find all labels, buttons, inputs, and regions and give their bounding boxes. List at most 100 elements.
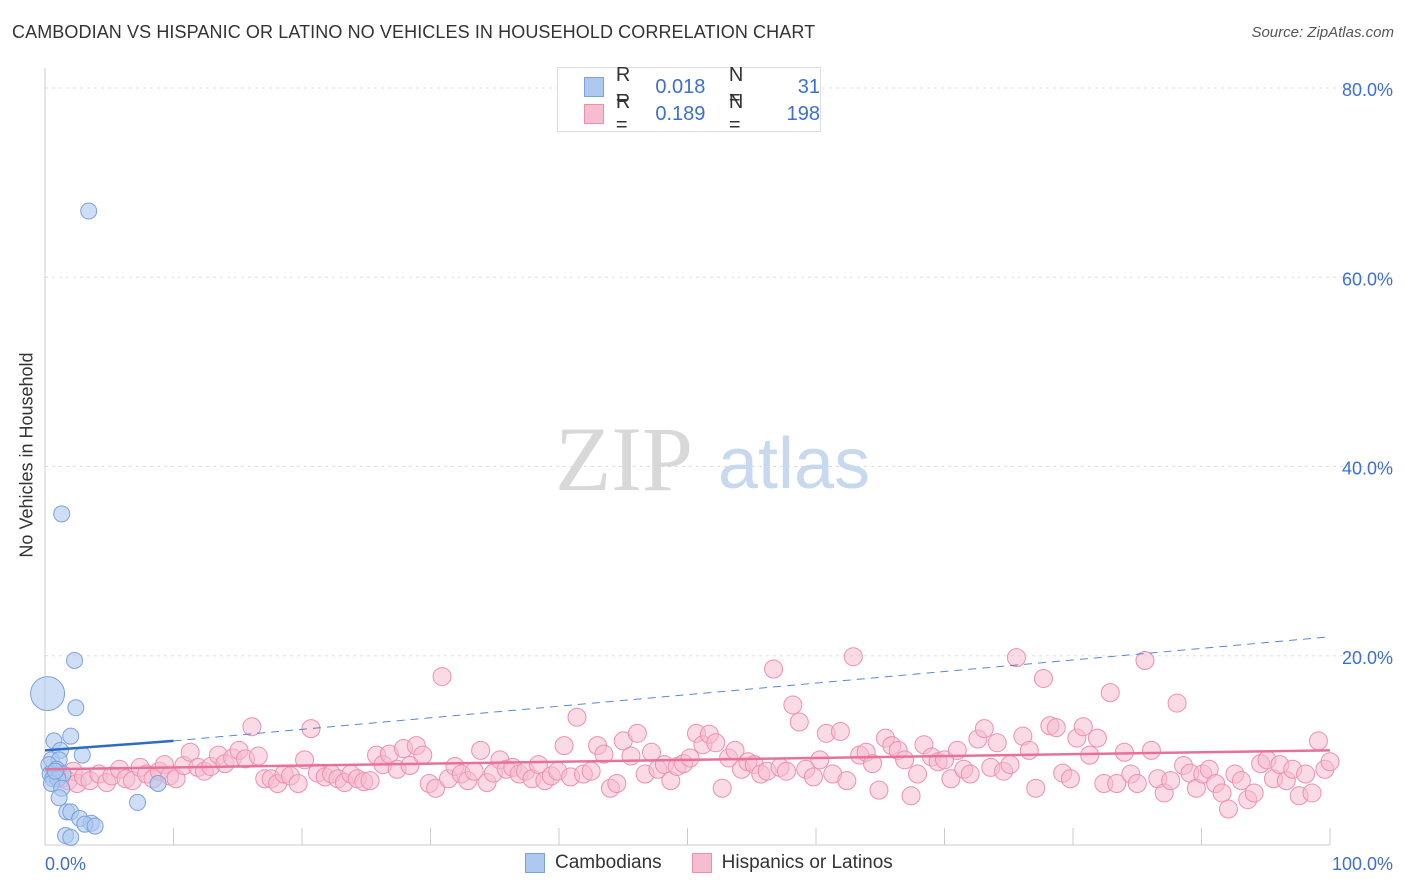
hispanic-point <box>776 761 796 781</box>
legend-n-label: N = <box>728 64 744 109</box>
hispanic-point <box>607 773 627 793</box>
hispanic-point <box>1244 783 1264 803</box>
hispanic-point <box>783 695 803 715</box>
hispanic-point <box>360 771 380 791</box>
stats-legend: R = 0.018 N = 31 R = 0.189 N = 198 <box>557 64 821 136</box>
hispanic-point <box>1073 717 1093 737</box>
cambodian-point <box>46 762 64 780</box>
hispanic-point <box>1019 740 1039 760</box>
hispanic-point <box>1000 755 1020 775</box>
hispanic-point <box>869 780 889 800</box>
legend-item-cambodians[interactable]: Cambodians <box>525 852 662 874</box>
hispanic-point <box>1141 740 1161 760</box>
cambodian-point <box>50 789 68 807</box>
hispanic-point <box>843 647 863 667</box>
hispanic-point <box>1302 783 1322 803</box>
hispanic-point <box>594 744 614 764</box>
y-tick-label: 80.0% <box>1342 80 1393 100</box>
y-tick-label: 60.0% <box>1342 269 1393 289</box>
cambodian-point <box>66 651 84 669</box>
hispanic-point <box>400 756 420 776</box>
hispanic-point <box>706 733 726 753</box>
cambodian-points <box>30 202 167 846</box>
hispanic-point <box>712 778 732 798</box>
hispanic-point <box>621 746 641 766</box>
legend-row-cambodians: R = 0.018 N = 31 <box>584 64 821 109</box>
axes <box>44 68 1331 846</box>
hispanic-point <box>830 721 850 741</box>
hispanic-point <box>627 723 647 743</box>
cambodian-point <box>86 817 104 835</box>
cambodian-trend-line <box>44 739 174 752</box>
blue-swatch <box>584 77 604 97</box>
cambodian-point <box>67 699 85 717</box>
legend-label-cambodians: Cambodians <box>555 852 662 873</box>
hispanic-point <box>901 786 921 806</box>
grid-lines <box>45 87 1395 657</box>
hispanic-point <box>242 717 262 737</box>
hispanic-point <box>528 755 548 775</box>
watermark-zip: ZIP <box>555 408 693 510</box>
cambodian-trend-extension <box>173 636 1331 742</box>
legend-n-value: 198 <box>786 102 821 125</box>
hispanic-point <box>581 761 601 781</box>
hispanic-point <box>1087 728 1107 748</box>
hispanic-point <box>960 764 980 784</box>
legend-n-value: 31 <box>797 75 821 98</box>
source-label: Source: ZipAtlas.com <box>1251 24 1394 41</box>
hispanic-points <box>45 647 1340 819</box>
chart-title: CAMBODIAN VS HISPANIC OR LATINO NO VEHIC… <box>12 22 816 42</box>
hispanic-point <box>1006 648 1026 668</box>
hispanic-point <box>1100 683 1120 703</box>
hispanic-point <box>180 742 200 762</box>
cambodian-point <box>62 828 80 846</box>
trend-lines <box>44 636 1331 771</box>
cambodian-point <box>30 676 66 712</box>
hispanic-point <box>680 748 700 768</box>
hispanic-point <box>1296 764 1316 784</box>
hispanic-point <box>426 778 446 798</box>
hispanic-point <box>764 659 784 679</box>
hispanic-point <box>1060 769 1080 789</box>
hispanic-point <box>1308 731 1328 751</box>
hispanic-point <box>1161 771 1181 791</box>
hispanic-point <box>1212 783 1232 803</box>
watermark-atlas: atlas <box>718 424 870 504</box>
hispanic-point <box>301 719 321 739</box>
legend-n-label: N = <box>728 91 744 136</box>
hispanic-point <box>567 707 587 727</box>
hispanic-trend-line <box>44 749 1331 771</box>
series-legend: Cambodians Hispanics or Latinos <box>525 852 923 874</box>
cambodian-point <box>129 793 147 811</box>
pink-swatch <box>691 853 712 873</box>
hispanic-point <box>1033 668 1053 688</box>
hispanic-point <box>987 733 1007 753</box>
hispanic-point <box>1320 752 1340 772</box>
legend-r-value: 0.189 <box>655 102 706 125</box>
hispanic-point <box>1231 771 1251 791</box>
hispanic-point <box>1218 799 1238 819</box>
x-tick-label: 100.0% <box>1332 854 1393 874</box>
hispanic-point <box>974 719 994 739</box>
hispanic-point <box>863 754 883 774</box>
x-tick-label: 0.0% <box>45 854 86 874</box>
legend-label-hispanics: Hispanics or Latinos <box>721 852 893 873</box>
legend-r-value: 0.018 <box>655 75 706 98</box>
cambodian-point <box>53 505 71 523</box>
hispanic-point <box>803 767 823 787</box>
legend-item-hispanics[interactable]: Hispanics or Latinos <box>691 852 893 874</box>
cambodian-point <box>149 774 167 792</box>
blue-swatch <box>525 853 545 873</box>
y-tick-label: 20.0% <box>1342 648 1393 668</box>
hispanic-point <box>1046 718 1066 738</box>
cambodian-point <box>80 202 98 220</box>
y-tick-label: 40.0% <box>1342 459 1393 479</box>
hispanic-point <box>1167 693 1187 713</box>
hispanic-point <box>941 769 961 789</box>
hispanic-point <box>810 750 830 770</box>
hispanic-point <box>789 712 809 732</box>
tick-labels: 20.0% 40.0% 60.0% 80.0% 0.0% 100.0% <box>45 80 1393 874</box>
hispanic-point <box>1127 773 1147 793</box>
hispanic-point <box>471 740 491 760</box>
